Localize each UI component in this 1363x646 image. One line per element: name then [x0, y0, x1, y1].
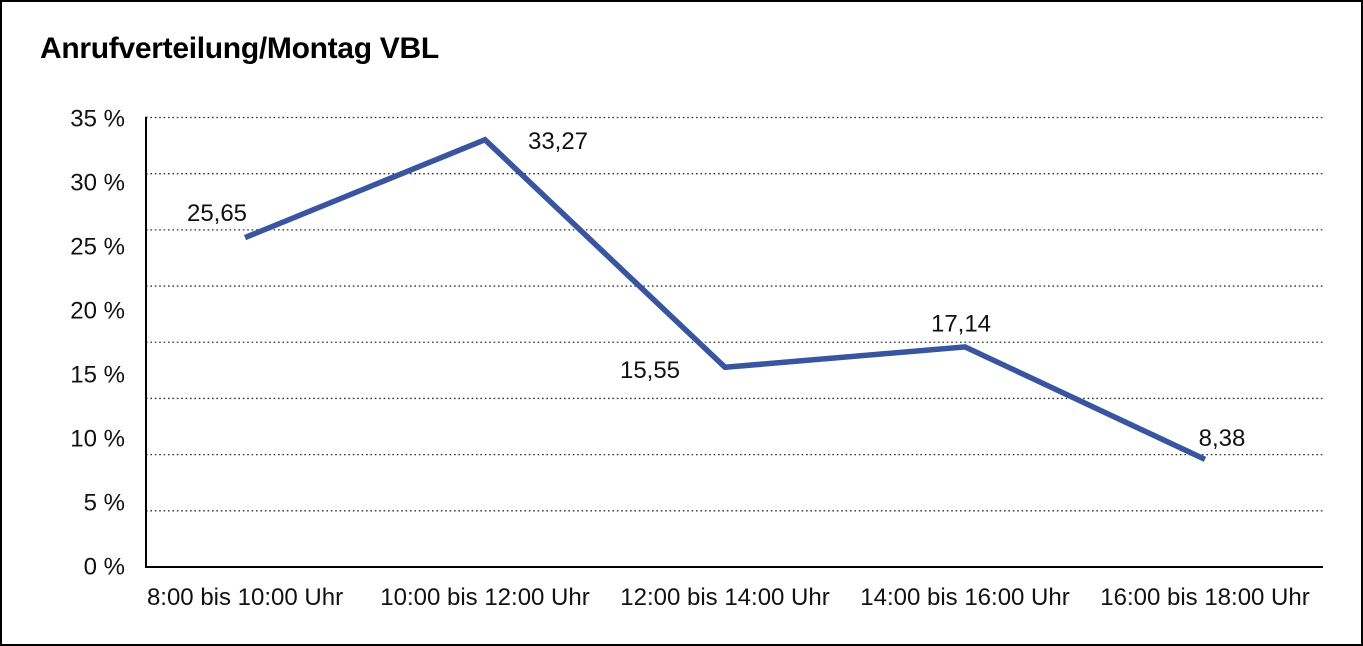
x-category-label: 16:00 bis 18:00 Uhr	[1100, 584, 1309, 611]
data-labels: 25,65 33,27 15,55 17,14 8,38	[187, 128, 1245, 452]
x-axis-labels: 8:00 bis 10:00 Uhr 10:00 bis 12:00 Uhr 12:…	[147, 584, 1310, 611]
y-tick-label: 35 %	[70, 106, 125, 133]
y-tick-label: 5 %	[84, 490, 125, 517]
data-point-label: 8,38	[1199, 425, 1246, 452]
data-point-label: 33,27	[528, 128, 588, 155]
x-category-label: 12:00 bis 14:00 Uhr	[620, 584, 829, 611]
y-axis-labels: 35 % 30 % 25 % 20 % 15 % 10 % 5 % 0 %	[70, 106, 125, 581]
gridlines	[146, 116, 1323, 512]
data-point-label: 25,65	[187, 200, 247, 227]
y-tick-label: 20 %	[70, 298, 125, 325]
y-tick-label: 10 %	[70, 426, 125, 453]
chart-title: Anrufverteilung/Montag VBL	[40, 32, 439, 65]
y-tick-label: 0 %	[84, 554, 125, 581]
x-category-label: 10:00 bis 12:00 Uhr	[380, 584, 589, 611]
y-tick-label: 15 %	[70, 362, 125, 389]
x-category-label: 14:00 bis 16:00 Uhr	[860, 584, 1069, 611]
x-category-label: 8:00 bis 10:00 Uhr	[147, 584, 343, 611]
y-tick-label: 25 %	[70, 234, 125, 261]
data-point-label: 17,14	[931, 310, 991, 337]
data-point-label: 15,55	[620, 357, 680, 384]
y-tick-label: 30 %	[70, 170, 125, 197]
series-line	[243, 136, 1207, 462]
